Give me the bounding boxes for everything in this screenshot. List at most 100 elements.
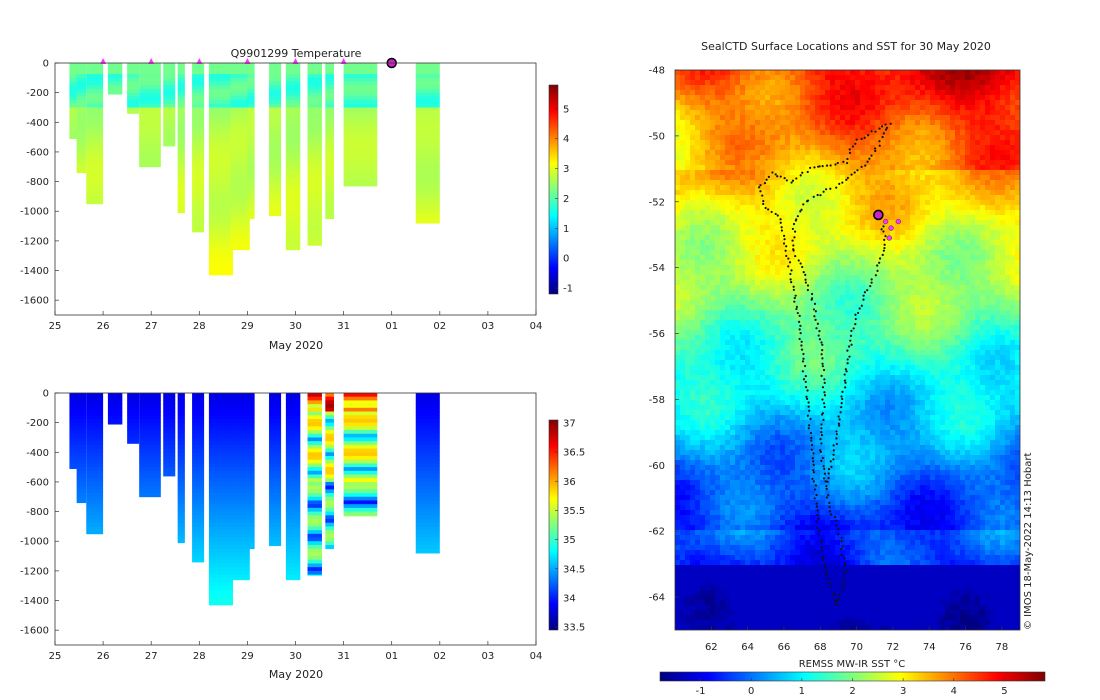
- sst-cell: [790, 80, 796, 86]
- sst-cell: [960, 265, 966, 271]
- salinity-cell: [208, 426, 233, 431]
- salinity-cell: [415, 433, 440, 438]
- sst-cell: [960, 140, 966, 146]
- temperature-cell: [86, 81, 104, 86]
- sst-cell: [1000, 130, 1006, 136]
- temperature-cell: [177, 166, 185, 171]
- salinity-cell: [343, 415, 378, 420]
- sst-cell: [845, 240, 851, 246]
- salinity-cell: [307, 489, 322, 494]
- sst-cell: [810, 175, 816, 181]
- salinity-cell: [307, 459, 322, 464]
- sst-cell: [965, 165, 971, 171]
- sst-cell: [770, 270, 776, 276]
- sst-cell: [885, 260, 891, 266]
- sst-cell: [985, 185, 991, 191]
- sst-cell: [965, 135, 971, 141]
- sst-cell: [820, 295, 826, 301]
- sst-cell: [775, 210, 781, 216]
- sst-cell: [1005, 95, 1011, 101]
- sst-cell: [820, 275, 826, 281]
- salinity-cell: [208, 489, 233, 494]
- sst-cell: [785, 150, 791, 156]
- temperature-cell: [325, 114, 334, 119]
- sst-cell: [835, 250, 841, 256]
- sst-cell: [1015, 195, 1020, 201]
- salinity-cell: [269, 411, 282, 416]
- temperature-cell: [127, 96, 140, 101]
- temperature-cell: [163, 70, 176, 75]
- temperature-cell: [269, 140, 282, 145]
- temperature-cell: [208, 211, 233, 216]
- sst-cell: [795, 240, 801, 246]
- sst-cell: [1015, 140, 1020, 146]
- salinity-cell: [86, 519, 104, 524]
- sst-cell: [835, 195, 841, 201]
- temperature-cell: [76, 122, 87, 127]
- sst-cell: [965, 130, 971, 136]
- sst-cell: [995, 110, 1001, 116]
- sst-cell: [970, 95, 976, 101]
- salinity-cell: [177, 459, 185, 464]
- temperature-cell: [247, 85, 255, 90]
- temperature-cell: [208, 81, 233, 86]
- temperature-cell: [139, 88, 161, 94]
- sst-cell: [960, 200, 966, 206]
- sst-cell: [880, 310, 886, 316]
- sst-cell: [870, 320, 876, 326]
- sst-cell: [970, 245, 976, 251]
- salinity-cell: [269, 507, 282, 512]
- temperature-cell: [177, 203, 185, 208]
- sst-cell: [980, 145, 986, 151]
- sst-cell: [870, 285, 876, 291]
- sst-cell: [865, 305, 871, 311]
- sst-cell: [825, 240, 831, 246]
- sst-cell: [695, 175, 701, 181]
- sst-cell: [920, 265, 926, 271]
- sst-cell: [875, 90, 881, 96]
- sst-cell: [760, 140, 766, 146]
- salinity-cell: [269, 526, 282, 531]
- sst-cell: [890, 105, 896, 111]
- sst-cell: [735, 280, 741, 286]
- salinity-cell: [139, 411, 161, 416]
- sst-cell: [955, 115, 961, 121]
- sst-cell: [710, 310, 716, 316]
- sst-cell: [875, 155, 881, 161]
- temperature-cell: [163, 74, 176, 79]
- sst-cell: [755, 125, 761, 131]
- sst-cell: [920, 145, 926, 151]
- salinity-profiles: [69, 393, 440, 606]
- temperature-cell: [415, 118, 440, 123]
- sst-cell: [995, 95, 1001, 101]
- sst-cell: [990, 115, 996, 121]
- sst-cell: [1010, 95, 1016, 101]
- temperature-cell: [139, 77, 161, 82]
- sst-cell: [880, 300, 886, 306]
- sst-cell: [940, 305, 946, 311]
- salinity-cell: [285, 522, 301, 527]
- salinity-cell: [208, 474, 233, 479]
- sst-cell: [1010, 145, 1016, 151]
- sst-cell: [1005, 200, 1011, 206]
- sst-cell: [680, 295, 686, 301]
- sst-cell: [990, 265, 996, 271]
- sst-cell: [730, 285, 736, 291]
- sst-cell: [755, 180, 761, 186]
- sst-cell: [750, 235, 756, 241]
- sst-cell: [800, 175, 806, 181]
- temperature-cell: [208, 144, 233, 149]
- sst-cell: [715, 235, 721, 241]
- salinity-cell: [177, 407, 185, 412]
- temperature-cell: [343, 166, 378, 171]
- sst-cell: [765, 160, 771, 166]
- salinity-cell: [230, 426, 250, 431]
- sst-cell: [900, 285, 906, 291]
- sst-cell: [915, 80, 921, 86]
- sst-cell: [795, 200, 801, 206]
- sst-cell: [725, 75, 731, 81]
- sst-cell: [700, 115, 706, 121]
- sst-cell: [895, 255, 901, 261]
- sst-cell: [955, 140, 961, 146]
- sst-cell: [945, 250, 951, 256]
